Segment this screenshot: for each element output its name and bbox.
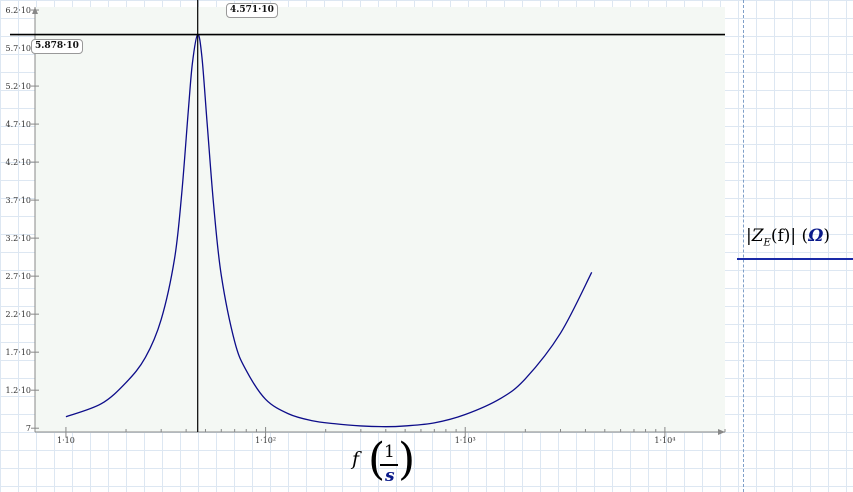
y-axis-unit-close: ) [823, 226, 830, 246]
y-axis-function-subscript: E [763, 237, 771, 249]
y-axis-abs-close: | [790, 226, 797, 246]
y-axis-unit-open: ( [796, 226, 809, 246]
y-axis-function-name: Z [751, 226, 764, 246]
x-axis-close-paren: ) [398, 434, 416, 485]
x-tick-label: 1·10⁴ [654, 436, 675, 445]
y-tick-label: 4.2·10 [6, 158, 31, 167]
y-tick-label: 2.7·10 [6, 272, 31, 281]
plot-area [35, 7, 725, 432]
x-tick-label: 1·10² [255, 436, 276, 445]
y-axis-unit: Ω [808, 226, 824, 246]
region-separator [743, 0, 744, 492]
crosshair-x-readout: 4.571·10 [226, 3, 278, 18]
y-tick-label: 5.7·10 [6, 44, 31, 53]
x-axis-unit-fraction-bar [380, 464, 398, 466]
y-tick-label: 6.2·10 [6, 6, 31, 15]
y-tick-label: 7 [26, 424, 31, 433]
y-tick-label: 1.7·10 [6, 348, 31, 357]
x-axis-unit-denominator: s [385, 466, 395, 486]
x-axis-open-paren: ( [368, 434, 386, 485]
y-tick-label: 3.7·10 [6, 196, 31, 205]
series-line-0 [65, 33, 593, 428]
y-axis-function-arg: (f) [770, 226, 791, 246]
y-tick-label: 4.7·10 [6, 120, 31, 129]
x-axis-arrow [718, 429, 725, 435]
y-axis-label: |ZE(f)| (Ω) [746, 226, 830, 248]
x-axis-variable: f [352, 448, 360, 470]
x-axis-unit-numerator: 1 [384, 442, 395, 462]
y-tick-label: 3.2·10 [6, 234, 31, 243]
x-tick-label: 1·10 [57, 436, 75, 445]
y-tick-label: 5.2·10 [6, 82, 31, 91]
y-axis-abs-open: | [746, 226, 752, 246]
y-axis-label-underline [737, 258, 853, 260]
y-tick-label: 2.2·10 [6, 310, 31, 319]
y-tick-label: 1.2·10 [6, 386, 31, 395]
x-tick-label: 1·10³ [455, 436, 476, 445]
crosshair-y-readout: 5.878·10 [31, 39, 83, 54]
